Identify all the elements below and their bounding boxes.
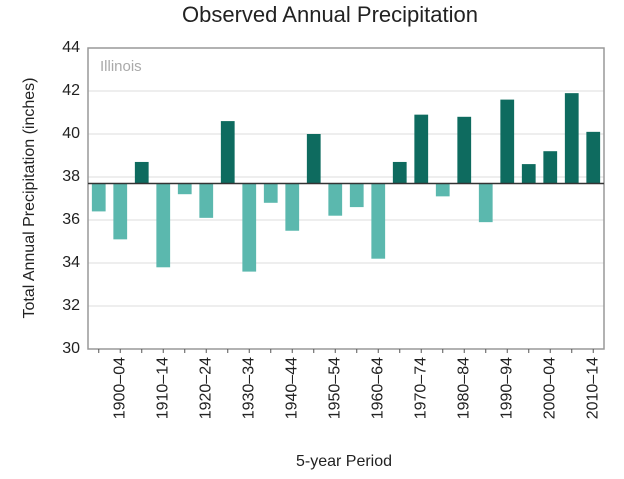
y-tick-label: 40 [62, 125, 80, 142]
x-tick-label: 1990–94 [498, 357, 515, 419]
x-tick-label: 1960–64 [369, 357, 386, 419]
x-tick-label: 1940–44 [283, 357, 300, 419]
bar [500, 99, 515, 184]
subtitle: Illinois [100, 58, 142, 75]
x-tick-label: 1920–24 [197, 357, 214, 419]
bar [134, 161, 149, 184]
x-tick-label: 1950–54 [326, 357, 343, 419]
y-tick-label: 32 [62, 297, 80, 314]
y-tick-label: 44 [62, 39, 80, 56]
x-tick-label: 2010–14 [584, 357, 601, 419]
x-tick-label: 2000–04 [541, 357, 558, 419]
y-tick-label: 34 [62, 254, 80, 271]
bar [349, 183, 364, 208]
bar [113, 183, 128, 240]
x-axis-title: 5-year Period [296, 453, 392, 470]
bar [435, 183, 450, 197]
bar [177, 183, 192, 195]
bar [457, 116, 472, 184]
bar [521, 164, 536, 184]
x-tick-label: 1970–74 [412, 357, 429, 419]
chart-title: Observed Annual Precipitation [182, 2, 478, 27]
x-tick-label: 1930–34 [240, 357, 257, 419]
x-tick-label: 1900–04 [111, 357, 128, 419]
bar [371, 183, 386, 259]
plot-border [87, 47, 605, 350]
x-tick-label: 1980–84 [455, 357, 472, 419]
bar [564, 93, 579, 184]
y-tick-label: 38 [62, 168, 80, 185]
bar [328, 183, 343, 216]
y-tick-label: 36 [62, 211, 80, 228]
y-axis-title: Total Annual Precipitation (inches) [21, 77, 38, 318]
bar [285, 183, 300, 231]
bar [392, 161, 407, 184]
bar [242, 183, 257, 272]
bar [263, 183, 278, 203]
x-tick-label: 1910–14 [154, 357, 171, 419]
bar [478, 183, 493, 223]
bar [199, 183, 214, 218]
bar [414, 114, 429, 184]
y-tick-label: 30 [62, 340, 80, 357]
y-tick-label: 42 [62, 82, 80, 99]
bar [306, 134, 321, 184]
bar [156, 183, 171, 268]
bar [586, 131, 601, 184]
bar [543, 151, 558, 184]
bar [220, 121, 235, 184]
bar [91, 183, 106, 212]
